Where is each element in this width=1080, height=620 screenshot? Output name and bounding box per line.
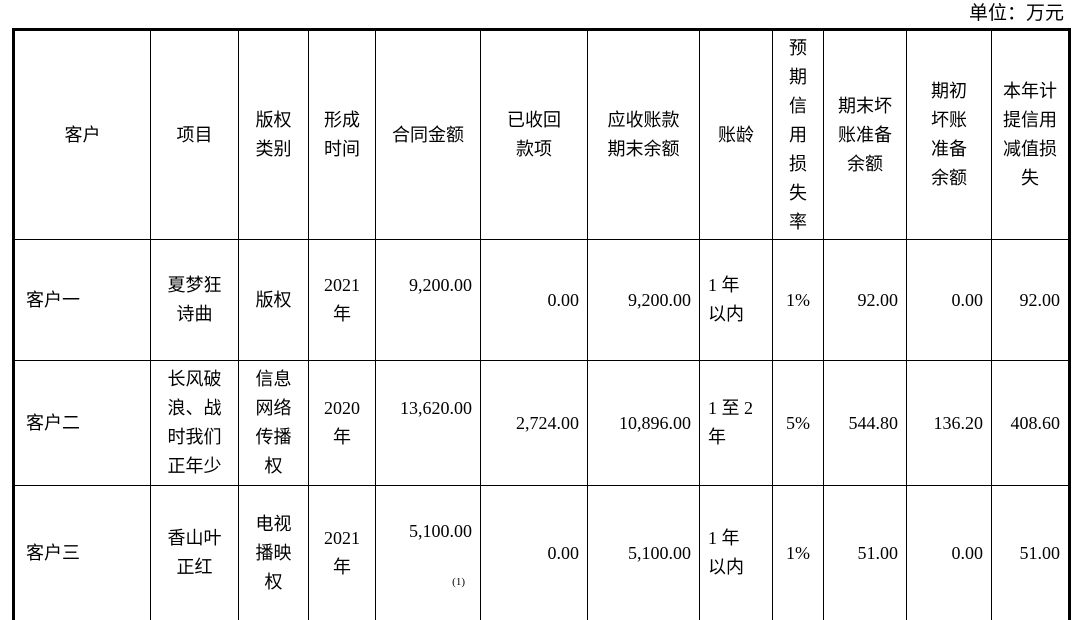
- header-contract-amount: 合同金额: [375, 29, 481, 240]
- header-loss-rate: 预 期 信 用 损 失 率: [772, 29, 824, 240]
- cell-receivable-balance: 10,896.00: [587, 360, 700, 486]
- cell-project: 香山叶 正红: [150, 485, 239, 620]
- header-impairment-loss: 本年计 提信用 减值损 失: [991, 29, 1070, 240]
- header-aging: 账龄: [699, 29, 773, 240]
- contract-amount-value: 9,200.00: [409, 275, 472, 295]
- receivables-table: 客户 项目 版权 类别 形成 时间 合同金额 已收回 款项 应收账款 期末余额 …: [12, 28, 1071, 620]
- cell-beginning-provision: 0.00: [906, 485, 992, 620]
- cell-formed-time: 2021 年: [308, 485, 376, 620]
- cell-ending-provision: 544.80: [823, 360, 907, 486]
- table-row: 客户二 长风破 浪、战 时我们 正年少 信息 网络 传播 权 2020 年 13…: [13, 360, 1070, 486]
- cell-received: 0.00: [480, 485, 588, 620]
- cell-ending-provision: 51.00: [823, 485, 907, 620]
- table-header-row: 客户 项目 版权 类别 形成 时间 合同金额 已收回 款项 应收账款 期末余额 …: [13, 29, 1070, 240]
- header-ending-provision: 期末坏 账准备 余额: [823, 29, 907, 240]
- cell-customer: 客户一: [13, 239, 151, 361]
- cell-impairment-loss: 408.60: [991, 360, 1070, 486]
- cell-copyright-type: 信息 网络 传播 权: [238, 360, 309, 486]
- cell-aging: 1 至 2 年: [699, 360, 773, 486]
- cell-project: 长风破 浪、战 时我们 正年少: [150, 360, 239, 486]
- unit-label: 单位：万元: [968, 3, 1064, 24]
- header-customer: 客户: [13, 29, 151, 240]
- cell-contract-amount: 9,200.00: [375, 239, 481, 361]
- contract-amount-value: 13,620.00: [400, 398, 472, 418]
- header-received: 已收回 款项: [480, 29, 588, 240]
- cell-customer: 客户二: [13, 360, 151, 486]
- contract-amount-value: 5,100.00: [409, 521, 472, 541]
- table-row: 客户一 夏梦狂 诗曲 版权 2021 年 9,200.00 0.00 9,200…: [13, 239, 1070, 361]
- cell-receivable-balance: 9,200.00: [587, 239, 700, 361]
- cell-copyright-type: 版权: [238, 239, 309, 361]
- cell-contract-amount: 5,100.00 (1): [375, 485, 481, 620]
- cell-customer: 客户三: [13, 485, 151, 620]
- contract-amount-footnote: (1): [452, 576, 465, 588]
- header-project: 项目: [150, 29, 239, 240]
- cell-formed-time: 2020 年: [308, 360, 376, 486]
- cell-loss-rate: 1%: [772, 485, 824, 620]
- cell-ending-provision: 92.00: [823, 239, 907, 361]
- header-receivable-balance: 应收账款 期末余额: [587, 29, 700, 240]
- cell-loss-rate: 1%: [772, 239, 824, 361]
- cell-aging: 1 年 以内: [699, 485, 773, 620]
- cell-formed-time: 2021 年: [308, 239, 376, 361]
- cell-received: 0.00: [480, 239, 588, 361]
- cell-received: 2,724.00: [480, 360, 588, 486]
- cell-project: 夏梦狂 诗曲: [150, 239, 239, 361]
- cell-loss-rate: 5%: [772, 360, 824, 486]
- cell-beginning-provision: 136.20: [906, 360, 992, 486]
- cell-copyright-type: 电视 播映 权: [238, 485, 309, 620]
- header-formed-time: 形成 时间: [308, 29, 376, 240]
- cell-receivable-balance: 5,100.00: [587, 485, 700, 620]
- cell-beginning-provision: 0.00: [906, 239, 992, 361]
- cell-aging: 1 年 以内: [699, 239, 773, 361]
- cell-impairment-loss: 51.00: [991, 485, 1070, 620]
- cell-contract-amount: 13,620.00: [375, 360, 481, 486]
- table-row: 客户三 香山叶 正红 电视 播映 权 2021 年 5,100.00 (1) 0…: [13, 485, 1070, 620]
- cell-impairment-loss: 92.00: [991, 239, 1070, 361]
- header-copyright-type: 版权 类别: [238, 29, 309, 240]
- header-beginning-provision: 期初 坏账 准备 余额: [906, 29, 992, 240]
